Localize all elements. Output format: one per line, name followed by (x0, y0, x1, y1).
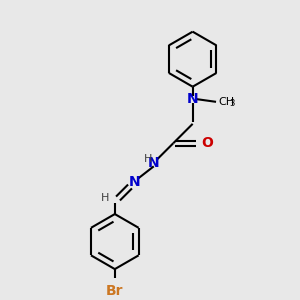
Text: O: O (201, 136, 213, 150)
Text: CH: CH (219, 97, 235, 107)
Text: N: N (148, 156, 160, 170)
Text: Br: Br (106, 284, 124, 298)
Text: N: N (128, 175, 140, 189)
Text: 3: 3 (229, 99, 235, 108)
Text: N: N (187, 92, 199, 106)
Text: H: H (100, 194, 109, 203)
Text: H: H (143, 154, 152, 164)
